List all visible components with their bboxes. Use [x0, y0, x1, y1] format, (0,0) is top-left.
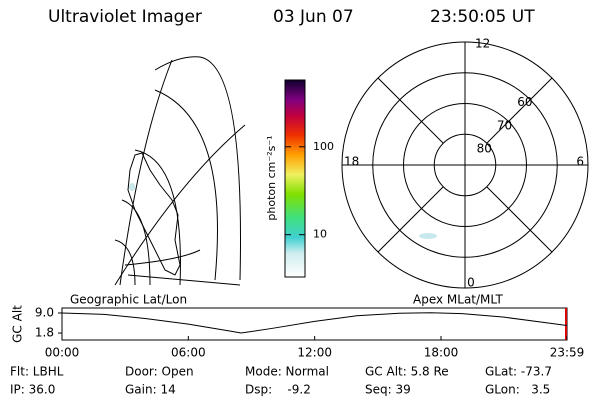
mlt-label: 12: [475, 37, 490, 51]
info-field: Flt: LBHL: [10, 365, 64, 379]
title: Ultraviolet Imager: [48, 7, 202, 27]
right-label: Apex MLat/MLT: [413, 293, 503, 307]
date: 03 Jun 07: [273, 7, 354, 27]
mlt-line: [377, 77, 444, 144]
x-tick-label: 18:00: [424, 346, 459, 360]
mlt-line: [486, 186, 553, 253]
colorbar-tick-label: 100: [313, 140, 334, 153]
altitude-line: [61, 312, 568, 334]
info-field: GLat: -73.7: [485, 365, 552, 379]
info-field: Seq: 39: [365, 383, 411, 397]
time: 23:50:05 UT: [430, 7, 535, 27]
info-field: Gain: 14: [125, 383, 176, 397]
plot-frame: [61, 307, 568, 341]
info-field: GLon: 3.5: [485, 383, 550, 397]
y-tick-label: 1.8: [35, 326, 54, 340]
x-tick-label: 23:59: [550, 346, 585, 360]
left-label: Geographic Lat/Lon: [70, 293, 187, 307]
lat-label: 60: [517, 95, 532, 109]
colorbar-label: photon cm⁻²s⁻¹: [265, 135, 278, 220]
lat-label: 80: [477, 141, 492, 155]
info-panel: Flt: LBHL Door: Open Mode: Normal GC Alt: 5…: [10, 365, 552, 397]
aurora-blob: [419, 233, 437, 239]
mlt-line: [486, 77, 553, 144]
y-label: GC Alt: [11, 305, 25, 343]
colorbar-tick-label: 10: [313, 228, 327, 241]
geographic-panel: [114, 56, 246, 286]
info-field: Door: Open: [125, 365, 194, 379]
colorbar: [284, 79, 306, 278]
info-field: Mode: Normal: [245, 365, 329, 379]
info-field: IP: 36.0: [10, 383, 55, 397]
x-tick-label: 06:00: [171, 346, 206, 360]
mlt-label: 6: [576, 155, 584, 169]
y-tick-label: 9.0: [35, 306, 54, 320]
info-field: GC Alt: 5.8 Re: [365, 365, 449, 379]
mlt-label: 18: [344, 155, 359, 169]
x-tick-label: 00:00: [45, 346, 80, 360]
x-tick-label: 12:00: [297, 346, 332, 360]
mlt-line: [377, 186, 444, 253]
info-field: Dsp: -9.2: [245, 383, 311, 397]
mlt-label: 0: [467, 276, 475, 290]
